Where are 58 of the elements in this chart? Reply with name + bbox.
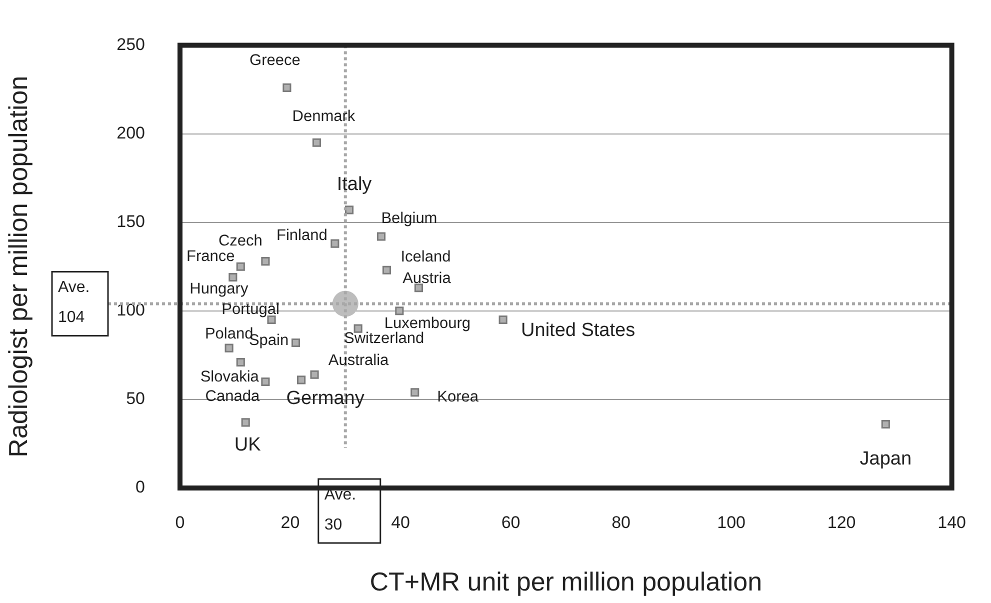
annotation: Finland xyxy=(276,226,328,244)
x-tick-label: 80 xyxy=(612,512,630,532)
point xyxy=(261,377,270,386)
y-tick-label: 0 xyxy=(136,478,145,497)
y-tick-label: 250 xyxy=(116,34,145,54)
point xyxy=(344,206,354,214)
annotation: United States xyxy=(521,320,636,341)
point xyxy=(236,262,245,271)
annotation: Slovakia xyxy=(200,368,260,386)
annotation: UK xyxy=(234,434,262,456)
point xyxy=(282,83,292,92)
annotation: Japan xyxy=(860,448,912,470)
x-tick-label: 100 xyxy=(717,512,746,532)
x-tick-label: 40 xyxy=(391,512,410,532)
point xyxy=(310,370,319,379)
annotation: Czech xyxy=(218,232,262,250)
annotation: Germany xyxy=(286,388,365,410)
point xyxy=(241,418,250,427)
ref-line-label: Ave. 104 xyxy=(58,279,90,326)
x-tick-label: 120 xyxy=(827,512,856,532)
point xyxy=(236,358,245,367)
annotation: Australia xyxy=(328,352,390,369)
annotation: Iceland xyxy=(400,248,451,266)
annotation: Luxembourg xyxy=(384,315,471,332)
y-tick-label: 150 xyxy=(116,212,145,232)
x-tick-label: 60 xyxy=(501,512,520,532)
point xyxy=(312,138,322,147)
point xyxy=(261,257,270,266)
x-axis-title: CT+MR unit per million population xyxy=(370,566,762,597)
annotation: Portugal xyxy=(222,301,280,318)
y-tick-label: 200 xyxy=(116,123,145,142)
x-tick-label: 20 xyxy=(280,512,300,532)
annotation: Korea xyxy=(437,388,479,406)
x-tick-label: 140 xyxy=(938,512,966,532)
point xyxy=(330,239,340,248)
annotation: Austria xyxy=(402,270,452,288)
annotation: France xyxy=(186,248,235,265)
annotation: Hungary xyxy=(190,280,248,298)
point xyxy=(228,272,238,282)
annotation: Greece xyxy=(250,52,300,69)
point xyxy=(498,315,508,324)
point xyxy=(297,376,306,384)
annotation: Italy xyxy=(336,174,372,196)
point xyxy=(881,420,890,429)
point xyxy=(410,388,420,397)
point xyxy=(291,338,300,348)
y-tick-label: 50 xyxy=(126,389,145,408)
annotation: Canada xyxy=(205,388,260,406)
y-axis-title: Radiologist per million population xyxy=(2,76,33,458)
annotation: Switzerland xyxy=(344,330,424,347)
annotation: Denmark xyxy=(292,108,356,125)
point xyxy=(376,232,386,241)
annotation: Belgium xyxy=(381,210,438,227)
x-tick-label: 0 xyxy=(175,512,185,532)
point xyxy=(224,344,234,352)
point xyxy=(395,306,404,316)
point xyxy=(414,284,423,292)
point xyxy=(382,266,392,274)
